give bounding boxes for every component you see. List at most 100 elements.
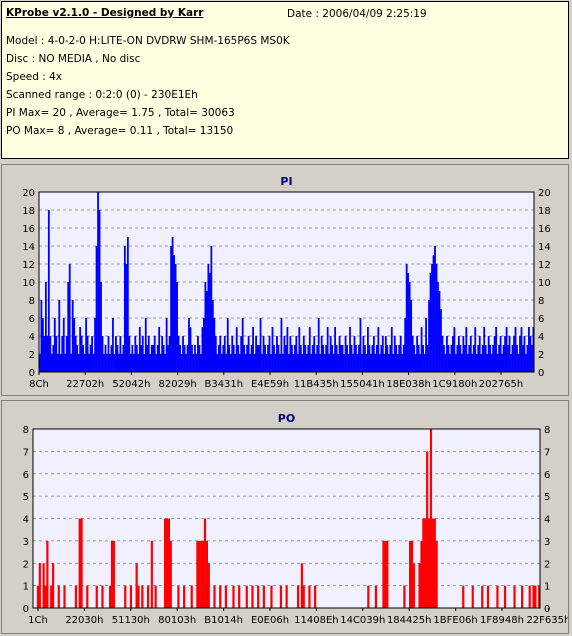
pi-chart-panel: PI 0 0 2 2 4 4 6 6 8 8 10 10 12 12 14 14 16 16 18 18 20 20 8Ch 2…	[1, 164, 569, 396]
data-bar	[359, 318, 362, 372]
data-bar	[256, 345, 259, 372]
data-bar	[56, 354, 59, 372]
data-bar	[481, 585, 484, 608]
data-bar	[435, 540, 438, 608]
data-bar	[258, 345, 260, 372]
data-bar	[425, 318, 427, 372]
data-bar	[44, 282, 47, 372]
data-bar	[43, 336, 46, 372]
data-bar	[129, 585, 133, 608]
data-bar	[270, 354, 272, 372]
data-bar	[334, 327, 337, 372]
data-bar	[202, 540, 205, 608]
data-bar	[326, 327, 329, 372]
data-bar	[286, 327, 289, 372]
data-bar	[65, 336, 68, 372]
data-bar	[433, 518, 436, 608]
data-bar	[519, 336, 521, 372]
y-tick-label-right: 16	[538, 224, 551, 235]
y-tick-label-right: 6	[544, 470, 550, 481]
data-bar	[338, 336, 341, 372]
data-bar	[279, 354, 281, 372]
data-bar	[463, 345, 466, 372]
data-bar	[159, 354, 162, 372]
data-bar	[353, 336, 356, 372]
data-bar	[510, 354, 512, 372]
data-bar	[474, 327, 477, 372]
speed-line: Speed : 4x	[6, 71, 63, 83]
data-bar	[112, 318, 114, 372]
data-bar	[95, 585, 98, 608]
data-bar	[203, 318, 205, 372]
data-bar	[91, 336, 93, 372]
app-title: KProbe v2.1.0 - Designed by Karr	[6, 7, 204, 19]
data-bar	[538, 585, 541, 608]
data-bar	[85, 318, 88, 372]
data-bar	[231, 336, 234, 372]
x-tick-label: 22F635h	[526, 615, 568, 626]
data-bar	[128, 336, 131, 372]
data-bar	[390, 327, 393, 372]
data-bar	[352, 354, 354, 372]
data-bar	[42, 563, 45, 608]
data-bar	[358, 345, 360, 372]
x-tick-label: 202765h	[479, 379, 524, 390]
data-bar	[453, 327, 456, 372]
data-bar	[489, 345, 492, 372]
y-tick-label-right: 12	[538, 260, 551, 271]
y-tick-label: 4	[23, 515, 29, 526]
data-bar	[191, 345, 193, 372]
po-chart: PO 0 0 1 1 2 2 3 3 4 4 5 5 6 6 7 7 8 8 1Ch 22030h 51130h 80103…	[23, 412, 568, 626]
data-bar	[282, 354, 284, 372]
data-bar	[238, 585, 241, 608]
data-bar	[475, 354, 478, 372]
y-tick-label-right: 1	[544, 582, 550, 593]
data-bar	[465, 327, 468, 372]
data-bar	[74, 585, 77, 608]
y-tick-label-right: 2	[544, 559, 550, 570]
data-bar	[316, 345, 319, 372]
data-bar	[124, 585, 127, 608]
data-bar	[108, 585, 112, 608]
data-bar	[279, 585, 283, 608]
data-bar	[229, 354, 232, 372]
data-bar	[514, 327, 517, 372]
data-bar	[183, 345, 186, 372]
data-bar	[314, 585, 317, 608]
data-bar	[365, 354, 368, 372]
data-bar	[438, 291, 441, 372]
data-bar	[328, 354, 331, 372]
data-bar	[71, 300, 74, 372]
data-bar	[386, 540, 389, 608]
data-bar	[220, 354, 223, 372]
data-bar	[277, 345, 280, 372]
data-bar	[296, 354, 299, 372]
data-bar	[243, 345, 246, 372]
x-tick-label: 11B435h	[294, 379, 339, 390]
data-bar	[58, 300, 61, 372]
data-bar	[103, 354, 105, 372]
data-bar	[251, 585, 254, 608]
data-bar	[140, 345, 143, 372]
data-bar	[504, 336, 506, 372]
data-bar	[302, 336, 305, 372]
data-bar	[532, 327, 535, 372]
pi-chart: PI 0 0 2 2 4 4 6 6 8 8 10 10 12 12 14 14 16 16 18 18 20 20 8Ch 2…	[22, 175, 551, 390]
data-bar	[398, 345, 401, 372]
data-bar	[323, 354, 326, 372]
data-bar	[64, 354, 67, 372]
data-bar	[255, 336, 257, 372]
data-bar	[305, 354, 308, 372]
data-bar	[265, 354, 268, 372]
y-tick-label: 5	[23, 492, 29, 503]
data-bar	[377, 327, 380, 372]
data-bar	[109, 354, 111, 372]
data-bar	[513, 336, 515, 372]
data-bar	[177, 336, 180, 372]
data-bar	[194, 345, 196, 372]
data-bar	[507, 345, 509, 372]
data-bar	[289, 336, 292, 372]
data-bar	[62, 318, 65, 372]
data-bar	[219, 585, 222, 608]
data-bar	[525, 354, 527, 372]
